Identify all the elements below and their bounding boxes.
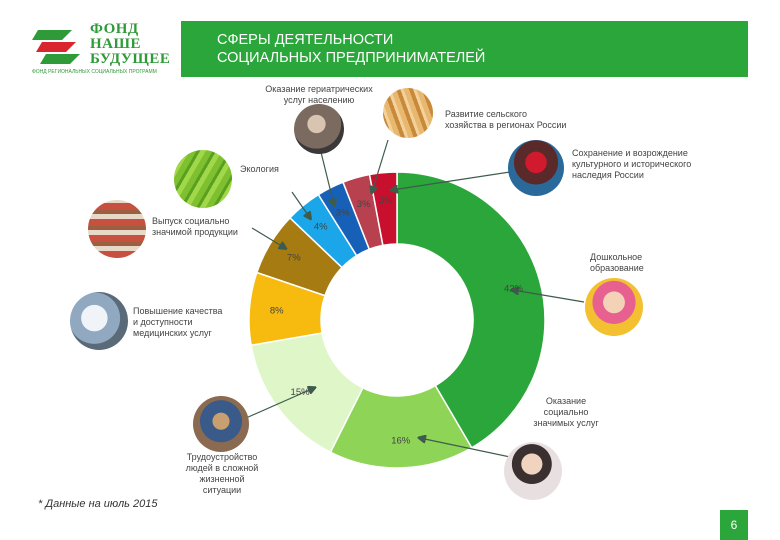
slice-value-label-5: 4% bbox=[314, 222, 328, 233]
arrow-employment bbox=[245, 388, 314, 419]
logo-text: ФОНД НАШЕ БУДУЩЕЕ bbox=[90, 22, 170, 67]
arrow-ecology bbox=[291, 191, 310, 218]
arrow-agriculture bbox=[372, 139, 389, 192]
label-ecology: Экология bbox=[240, 164, 279, 174]
slice-value-label-2: 15% bbox=[291, 387, 311, 398]
arrow-products bbox=[251, 227, 285, 248]
label-heritage: Сохранение и возрождение культурного и и… bbox=[572, 148, 692, 180]
donut-slice-0 bbox=[396, 171, 546, 449]
logo-line-3: БУДУЩЕЕ bbox=[90, 51, 171, 67]
ecology-photo bbox=[174, 150, 232, 208]
arrow-social bbox=[420, 438, 511, 458]
label-products: Выпуск социально значимой продукции bbox=[152, 216, 238, 237]
slice-value-label-8: 3% bbox=[379, 195, 393, 206]
header-banner: СФЕРЫ ДЕЯТЕЛЬНОСТИ СОЦИАЛЬНЫХ ПРЕДПРИНИМ… bbox=[181, 21, 748, 77]
page-number: 6 bbox=[720, 510, 748, 540]
leader-arrows bbox=[245, 139, 585, 458]
logo: ФОНД НАШЕ БУДУЩЕЕ ФОНД РЕГИОНАЛЬНЫХ СОЦИ… bbox=[32, 22, 170, 80]
slice-value-labels: 42% 16% 15% 8% 7% 4% 3% 3% 3% bbox=[270, 195, 524, 447]
logo-line-1: ФОНД bbox=[90, 21, 139, 37]
label-geriatric: Оказание гериатрических услуг населению bbox=[265, 84, 373, 105]
slice-value-label-6: 3% bbox=[336, 207, 350, 218]
logo-emblem-icon bbox=[32, 30, 80, 64]
arrow-preschool bbox=[513, 290, 585, 303]
preschool-photo bbox=[585, 278, 643, 336]
slice-value-label-7: 3% bbox=[357, 199, 371, 210]
donut-slices bbox=[248, 171, 546, 469]
agriculture-photo bbox=[383, 88, 433, 138]
medical-photo bbox=[70, 292, 128, 350]
arrow-heritage bbox=[392, 171, 511, 190]
products-photo bbox=[88, 200, 146, 258]
slice-value-label-3: 8% bbox=[270, 306, 284, 317]
label-medical: Повышение качества и доступности медицин… bbox=[133, 306, 223, 338]
label-agriculture: Развитие сельского хозяйства в регионах … bbox=[445, 109, 567, 130]
page-title: СФЕРЫ ДЕЯТЕЛЬНОСТИ СОЦИАЛЬНЫХ ПРЕДПРИНИМ… bbox=[217, 32, 486, 66]
label-social: Оказание социально значимых услуг bbox=[533, 396, 599, 428]
logo-subtitle: ФОНД РЕГИОНАЛЬНЫХ СОЦИАЛЬНЫХ ПРОГРАММ bbox=[32, 69, 157, 75]
label-preschool: Дошкольное образование bbox=[590, 252, 644, 273]
employment-photo bbox=[193, 396, 249, 452]
footnote: * Данные на июль 2015 bbox=[38, 498, 158, 510]
social-photo bbox=[504, 442, 562, 500]
label-employment: Трудоустройство людей в сложной жизненно… bbox=[185, 452, 259, 495]
geriatric-photo bbox=[294, 104, 344, 154]
slice-value-label-4: 7% bbox=[287, 253, 301, 264]
slice-value-label-0: 42% bbox=[504, 283, 524, 294]
logo-line-2: НАШЕ bbox=[90, 36, 141, 52]
heritage-photo bbox=[508, 140, 564, 196]
slice-value-label-1: 16% bbox=[391, 436, 411, 447]
